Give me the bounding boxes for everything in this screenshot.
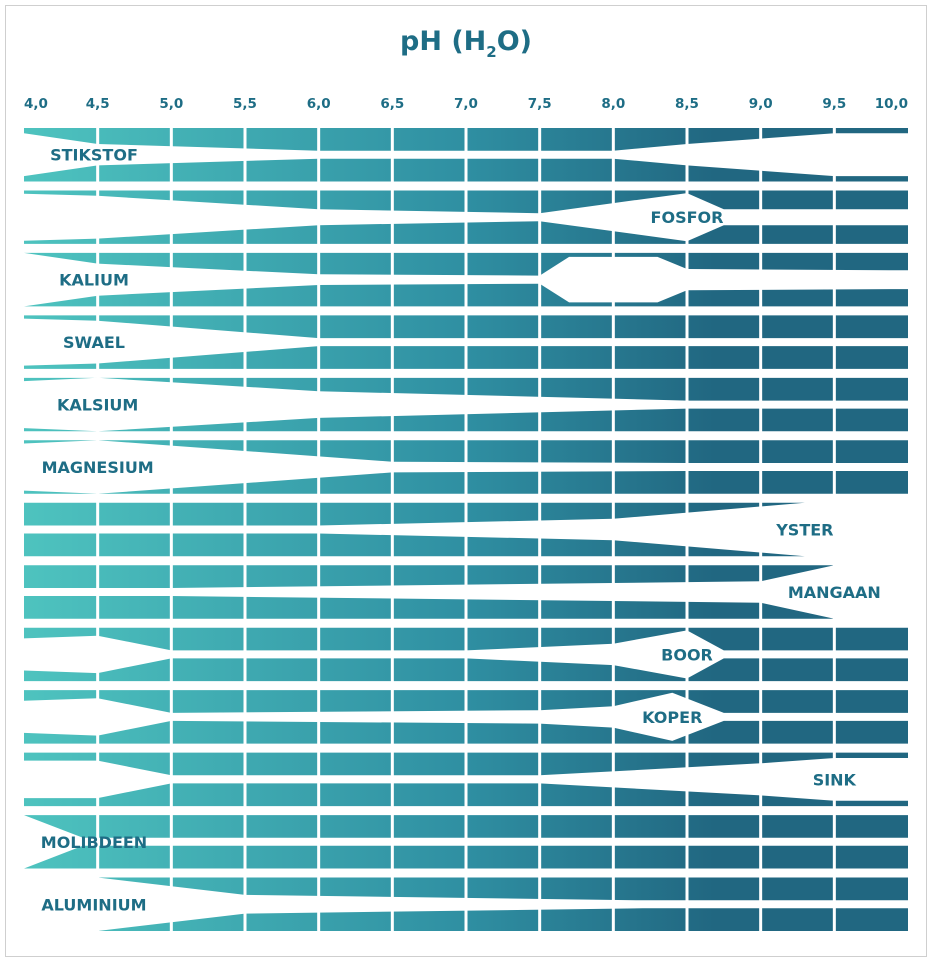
nutrient-label: ALUMINIUM	[41, 895, 146, 914]
vertical-grid	[96, 122, 836, 940]
nutrient-label: SWAEL	[63, 333, 125, 352]
nutrient-label: STIKSTOF	[50, 146, 138, 165]
nutrient-label: KALIUM	[59, 271, 129, 290]
x-tick-label: 6,5	[380, 96, 404, 112]
nutrient-label: YSTER	[775, 521, 833, 540]
x-tick-label: 9,5	[822, 96, 846, 112]
x-tick-label: 7,0	[454, 96, 478, 112]
nutrient-label: KALSIUM	[57, 396, 138, 415]
x-tick-label: 8,5	[675, 96, 699, 112]
x-tick-label: 9,0	[749, 96, 773, 112]
nutrient-label: SINK	[813, 770, 857, 789]
x-tick-label: 4,5	[86, 96, 110, 112]
nutrient-label: MAGNESIUM	[42, 458, 154, 477]
nutrient-labels: STIKSTOF FOSFOR KALIUM SWAEL KALSIUM MAGNESIU…	[41, 146, 881, 915]
nutrient-label: FOSFOR	[651, 208, 724, 227]
x-tick-label: 6,0	[307, 96, 331, 112]
x-tick-label: 10,0	[875, 96, 908, 112]
nutrient-label: MOLIBDEEN	[41, 833, 147, 852]
x-tick-label: 4,0	[24, 96, 48, 112]
nutrient-label: MANGAAN	[788, 583, 881, 602]
nutrient-label: BOOR	[661, 645, 713, 664]
nutrient-label: KOPER	[642, 708, 702, 727]
x-tick-label: 7,5	[528, 96, 552, 112]
chart-title: pH (H2O)	[400, 26, 532, 61]
x-tick-label: 5,0	[159, 96, 183, 112]
x-tick-label: 5,5	[233, 96, 257, 112]
x-axis-ticks: 4,0 4,5 5,0 5,5 6,0 6,5 7,0 7,5 8,0 8,5 9,0 9,5 10,0	[24, 96, 908, 112]
x-tick-label: 8,0	[601, 96, 625, 112]
